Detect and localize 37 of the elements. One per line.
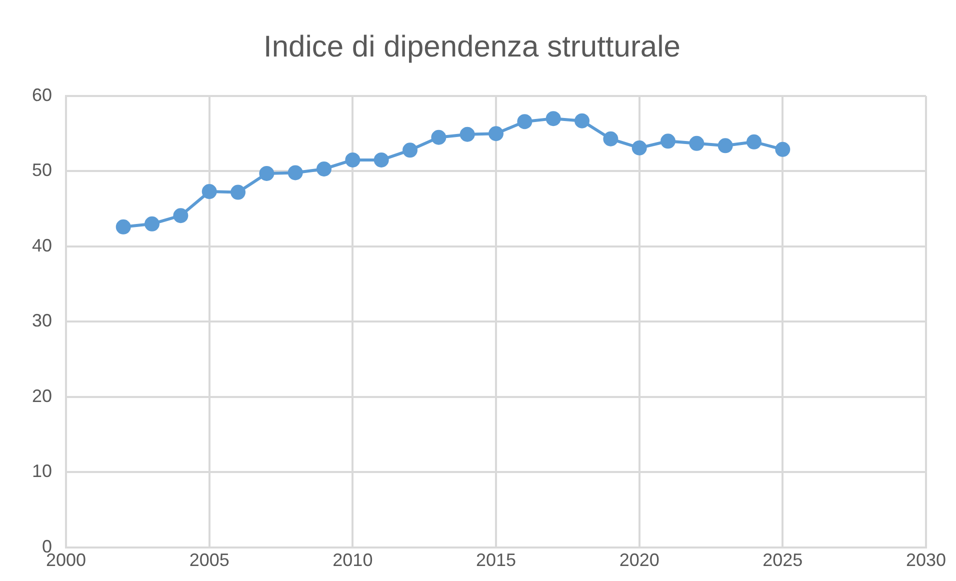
point [144, 216, 160, 232]
x-tick-label: 2015 [476, 550, 516, 570]
point [202, 184, 217, 200]
point [288, 165, 303, 180]
point [746, 134, 762, 150]
y-tick-label: 10 [32, 461, 52, 482]
point [689, 136, 704, 151]
point [460, 126, 475, 142]
point [603, 131, 618, 146]
point [632, 140, 647, 156]
point [345, 152, 360, 168]
x-tick-label: 2025 [762, 550, 803, 570]
point [431, 130, 446, 145]
y-tick-label: 60 [32, 84, 52, 105]
y-tick-label: 50 [32, 160, 52, 180]
point [374, 152, 389, 168]
point [116, 219, 131, 234]
point [660, 134, 676, 149]
point [230, 184, 246, 200]
y-tick-label: 20 [32, 386, 52, 406]
point [259, 166, 274, 181]
point [546, 111, 561, 126]
chart-title: Indice di dipendenza strutturale [264, 30, 680, 64]
point [718, 138, 733, 154]
y-tick-label: 40 [32, 235, 52, 256]
y-tick-label: 30 [32, 310, 52, 331]
point [775, 142, 790, 157]
point [173, 208, 188, 224]
x-tick-label: 2010 [332, 550, 373, 570]
point [517, 114, 532, 130]
x-tick-label: 2005 [189, 550, 230, 570]
point [574, 113, 590, 128]
point [488, 126, 504, 142]
x-tick-label: 2030 [906, 550, 946, 570]
point [316, 161, 332, 176]
x-tick-label: 2020 [619, 550, 660, 570]
point [402, 142, 418, 158]
